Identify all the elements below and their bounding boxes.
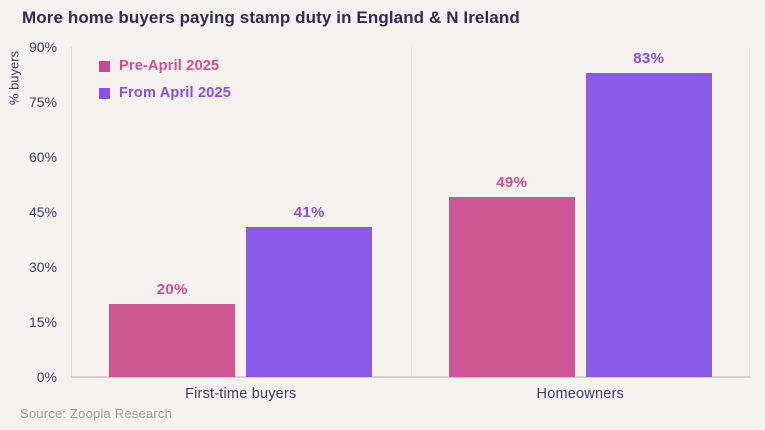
bar: 49%: [448, 174, 575, 377]
legend-item: From April 2025: [99, 85, 231, 101]
category-band: 20% 41%: [71, 47, 411, 377]
y-tick-label: 15%: [28, 314, 57, 330]
y-tick-label: 75%: [28, 94, 57, 110]
legend: Pre-April 2025 From April 2025: [99, 58, 231, 112]
legend-item: Pre-April 2025: [99, 58, 231, 74]
right-edge-gridline: [749, 47, 750, 377]
bar-value-label: 49%: [496, 174, 528, 192]
y-tick-label: 45%: [28, 204, 57, 220]
legend-label: From April 2025: [119, 85, 232, 101]
y-tick-label: 60%: [28, 149, 57, 165]
legend-swatch-icon: [99, 87, 110, 99]
category-labels: First-time buyers Homeowners: [71, 386, 750, 402]
bar-value-label: 20%: [156, 280, 188, 298]
bar: 41%: [246, 204, 373, 377]
y-tick-label: 90%: [28, 39, 57, 55]
category-label: First-time buyers: [185, 386, 297, 402]
x-axis-line: [71, 376, 750, 378]
category-band: 49% 83%: [411, 47, 751, 377]
plot-area: 20% 41% 49% 83%: [71, 47, 751, 378]
y-tick-label: 30%: [28, 259, 57, 275]
legend-swatch-icon: [99, 60, 110, 72]
category-separator-gridline: [410, 47, 412, 377]
bar-value-label: 41%: [293, 203, 325, 221]
y-axis-line: [71, 47, 72, 377]
bar-value-label: 83%: [633, 49, 665, 67]
legend-label: Pre-April 2025: [119, 58, 220, 74]
bar: 83%: [585, 50, 712, 377]
category-label: Homeowners: [536, 386, 624, 402]
bar: 20%: [109, 281, 236, 377]
source-text: Source: Zoopla Research: [20, 406, 173, 421]
y-axis-ticks: 90% 75% 60% 45% 30% 15% 0%: [0, 38, 57, 386]
chart-title: More home buyers paying stamp duty in En…: [22, 8, 520, 27]
y-tick-label: 0%: [36, 369, 57, 385]
